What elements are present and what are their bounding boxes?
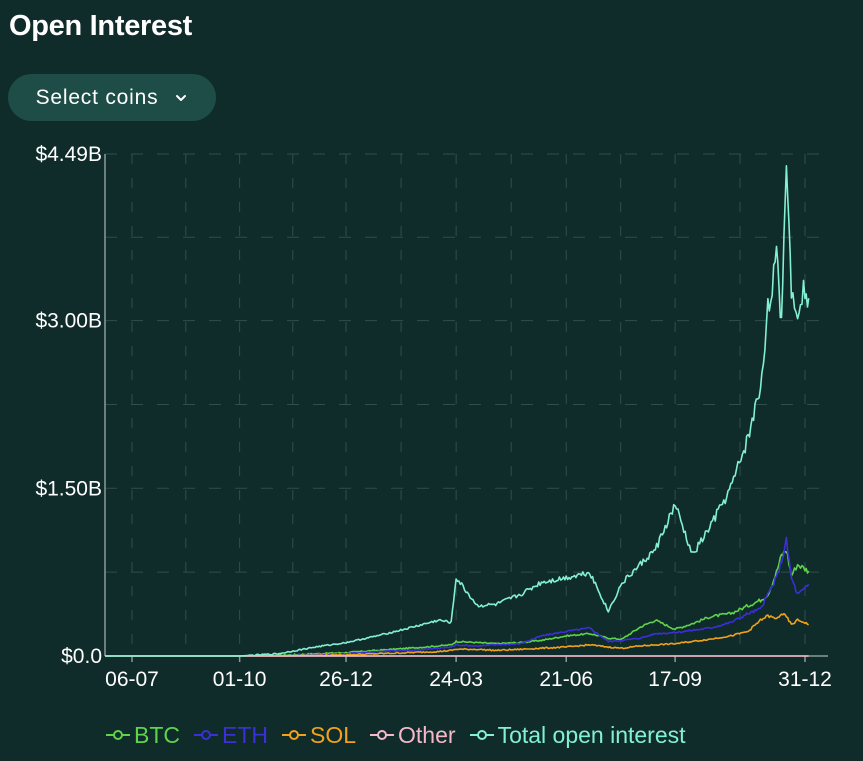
legend-label: Other (398, 721, 456, 748)
y-tick-label: $4.49B (35, 143, 102, 166)
legend-marker-icon (370, 730, 395, 740)
legend-item-total-open-interest[interactable]: Total open interest (469, 721, 686, 749)
legend-label: SOL (310, 721, 357, 748)
series-line-total-open-interest (105, 165, 810, 657)
legend-item-eth[interactable]: ETH (194, 722, 268, 749)
legend-marker-icon (106, 730, 130, 740)
legend-marker-icon (194, 730, 218, 740)
legend-marker-icon (282, 730, 306, 740)
chart-tick-labels: $0.0 $1.50B $3.00B $4.49B 06-07 01-10 26-12 24-… (35, 143, 831, 691)
y-tick-label: $1.50B (35, 477, 102, 500)
legend-label: Total open interest (497, 721, 686, 748)
legend-item-sol[interactable]: SOL (282, 722, 356, 749)
x-tick-label: 31-12 (778, 668, 832, 691)
chart-axes (104, 154, 828, 662)
series-line-eth (105, 536, 810, 657)
select-coins-dropdown[interactable]: Select coins (8, 74, 216, 121)
chart-legend: BTC ETH SOL Other Total open interest (106, 720, 700, 750)
page-title: Open Interest (9, 10, 193, 42)
chart-series (105, 165, 810, 657)
x-tick-label: 01-10 (213, 668, 267, 691)
legend-label: BTC (134, 721, 180, 748)
open-interest-chart: $0.0 $1.50B $3.00B $4.49B 06-07 01-10 26-12 24-… (35, 143, 831, 691)
x-tick-label: 17-09 (648, 668, 702, 691)
chevron-down-icon (176, 94, 187, 101)
legend-item-btc[interactable]: BTC (106, 722, 180, 749)
x-tick-label: 06-07 (105, 668, 159, 691)
x-tick-label: 24-03 (429, 668, 483, 691)
x-tick-label: 26-12 (319, 668, 373, 691)
legend-item-other[interactable]: Other (370, 722, 456, 749)
select-coins-label: Select coins (35, 85, 159, 109)
y-tick-label: $3.00B (35, 310, 102, 333)
legend-label: ETH (222, 721, 268, 748)
legend-marker-icon (469, 730, 494, 740)
x-tick-label: 21-06 (539, 668, 593, 691)
chart-grid (105, 153, 828, 657)
y-tick-label: $0.0 (61, 645, 102, 668)
